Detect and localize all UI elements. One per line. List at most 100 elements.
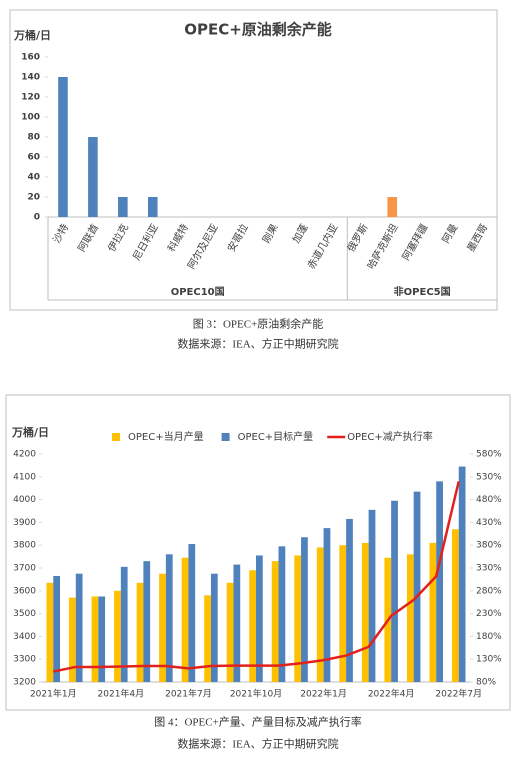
bar	[159, 573, 166, 682]
bar	[233, 564, 241, 682]
x-tick-label: 2022年1月	[300, 688, 347, 700]
bar	[316, 547, 324, 682]
x-tick-label: 加蓬	[290, 222, 310, 245]
bar	[204, 595, 211, 682]
y-tick-label: 3900	[13, 518, 36, 528]
group-label: 非OPEC5国	[394, 285, 451, 298]
bar	[58, 77, 68, 217]
x-tick-label: 2021年7月	[165, 688, 212, 700]
bar	[294, 555, 302, 682]
y-tick-label: 3700	[13, 564, 36, 574]
x-tick-label: 阿联酋	[75, 222, 101, 254]
bar	[91, 596, 99, 682]
group-label: OPEC10国	[171, 286, 225, 298]
y2-tick-label: 130%	[476, 655, 502, 665]
bar	[210, 573, 218, 682]
bar	[143, 561, 151, 682]
y-tick-label: 3500	[13, 609, 36, 619]
x-tick-label: 2022年4月	[368, 688, 415, 700]
y-tick-label: 3400	[13, 632, 36, 642]
x-tick-label: 阿塞拜疆	[399, 222, 430, 263]
y2-tick-label: 230%	[476, 609, 502, 619]
y2-tick-label: 280%	[476, 586, 502, 596]
chart-frame	[5, 394, 511, 711]
y-tick-label: 120	[21, 93, 40, 103]
bar	[165, 554, 173, 682]
bar	[118, 197, 128, 217]
legend-label: OPEC+当月产量	[128, 430, 204, 443]
x-tick-label: 2021年1月	[30, 688, 77, 700]
y2-tick-label: 530%	[476, 472, 502, 482]
bar	[361, 542, 369, 682]
x-tick-label: 科威特	[165, 222, 191, 254]
legend-label: OPEC+减产执行率	[347, 430, 433, 443]
x-tick-label: 伊拉克	[105, 222, 131, 254]
legend-swatch	[112, 433, 120, 441]
bar	[429, 542, 437, 682]
legend-swatch	[221, 433, 230, 441]
bar	[451, 529, 459, 682]
y-tick-label: 160	[21, 53, 40, 63]
y-tick-label: 4100	[13, 472, 36, 482]
bar	[88, 137, 98, 217]
chart-frame	[9, 9, 498, 311]
bar	[278, 546, 286, 682]
y-tick-label: 3200	[13, 678, 36, 688]
y-tick-label: 3800	[13, 541, 36, 551]
x-tick-label: 尼日利亚	[131, 222, 161, 263]
bar	[391, 500, 398, 682]
bar	[181, 557, 189, 682]
x-tick-label: 安哥拉	[225, 221, 251, 253]
x-tick-label: 墨西哥	[465, 222, 490, 254]
bar	[323, 528, 331, 682]
bar	[271, 561, 279, 682]
x-tick-label: 2021年4月	[98, 688, 145, 700]
y-tick-label: 40	[27, 173, 40, 183]
bar	[406, 554, 414, 682]
y-tick-label: 60	[27, 153, 40, 163]
x-tick-label: 俄罗斯	[344, 222, 370, 254]
bar	[75, 573, 83, 682]
legend-label: OPEC+目标产量	[238, 430, 314, 443]
bar	[249, 570, 256, 682]
y-tick-label: 4200	[13, 450, 36, 460]
bar	[301, 537, 308, 682]
y-tick-label: 140	[21, 73, 40, 83]
y-axis-label: 万桶/日	[13, 28, 51, 42]
bar	[69, 597, 76, 682]
x-tick-label: 沙特	[51, 222, 71, 245]
y-tick-label: 3600	[13, 586, 36, 596]
y2-tick-label: 580%	[476, 450, 502, 460]
bar	[188, 544, 196, 682]
bar	[458, 466, 466, 682]
y-tick-label: 4000	[13, 495, 36, 505]
bar	[136, 582, 144, 682]
y2-tick-label: 80%	[476, 678, 496, 688]
y2-tick-label: 330%	[476, 564, 502, 574]
bar	[53, 575, 61, 682]
bar	[436, 481, 443, 682]
y-tick-label: 20	[27, 193, 40, 203]
bar	[368, 509, 376, 682]
y2-tick-label: 180%	[476, 632, 502, 642]
y2-tick-label: 380%	[476, 541, 502, 551]
figure-caption: 图 3：OPEC+原油剩余产能	[193, 317, 324, 331]
bar	[120, 566, 128, 682]
y-tick-label: 80	[27, 133, 40, 143]
bar	[114, 590, 121, 682]
source-caption: 数据来源：IEA、方正中期研究院	[177, 337, 338, 351]
bar	[346, 518, 353, 682]
x-tick-label: 阿曼	[440, 222, 460, 245]
bar	[413, 491, 421, 682]
bar	[98, 596, 106, 682]
y2-tick-label: 480%	[476, 495, 502, 505]
bar	[339, 545, 347, 682]
chart-title: OPEC+原油剩余产能	[184, 21, 332, 39]
bar	[387, 197, 398, 217]
bar	[46, 582, 54, 682]
y-tick-label: 100	[21, 113, 40, 123]
y-tick-label: 3300	[13, 655, 36, 665]
bar	[226, 582, 234, 682]
source-caption: 数据来源：IEA、方正中期研究院	[177, 737, 338, 751]
